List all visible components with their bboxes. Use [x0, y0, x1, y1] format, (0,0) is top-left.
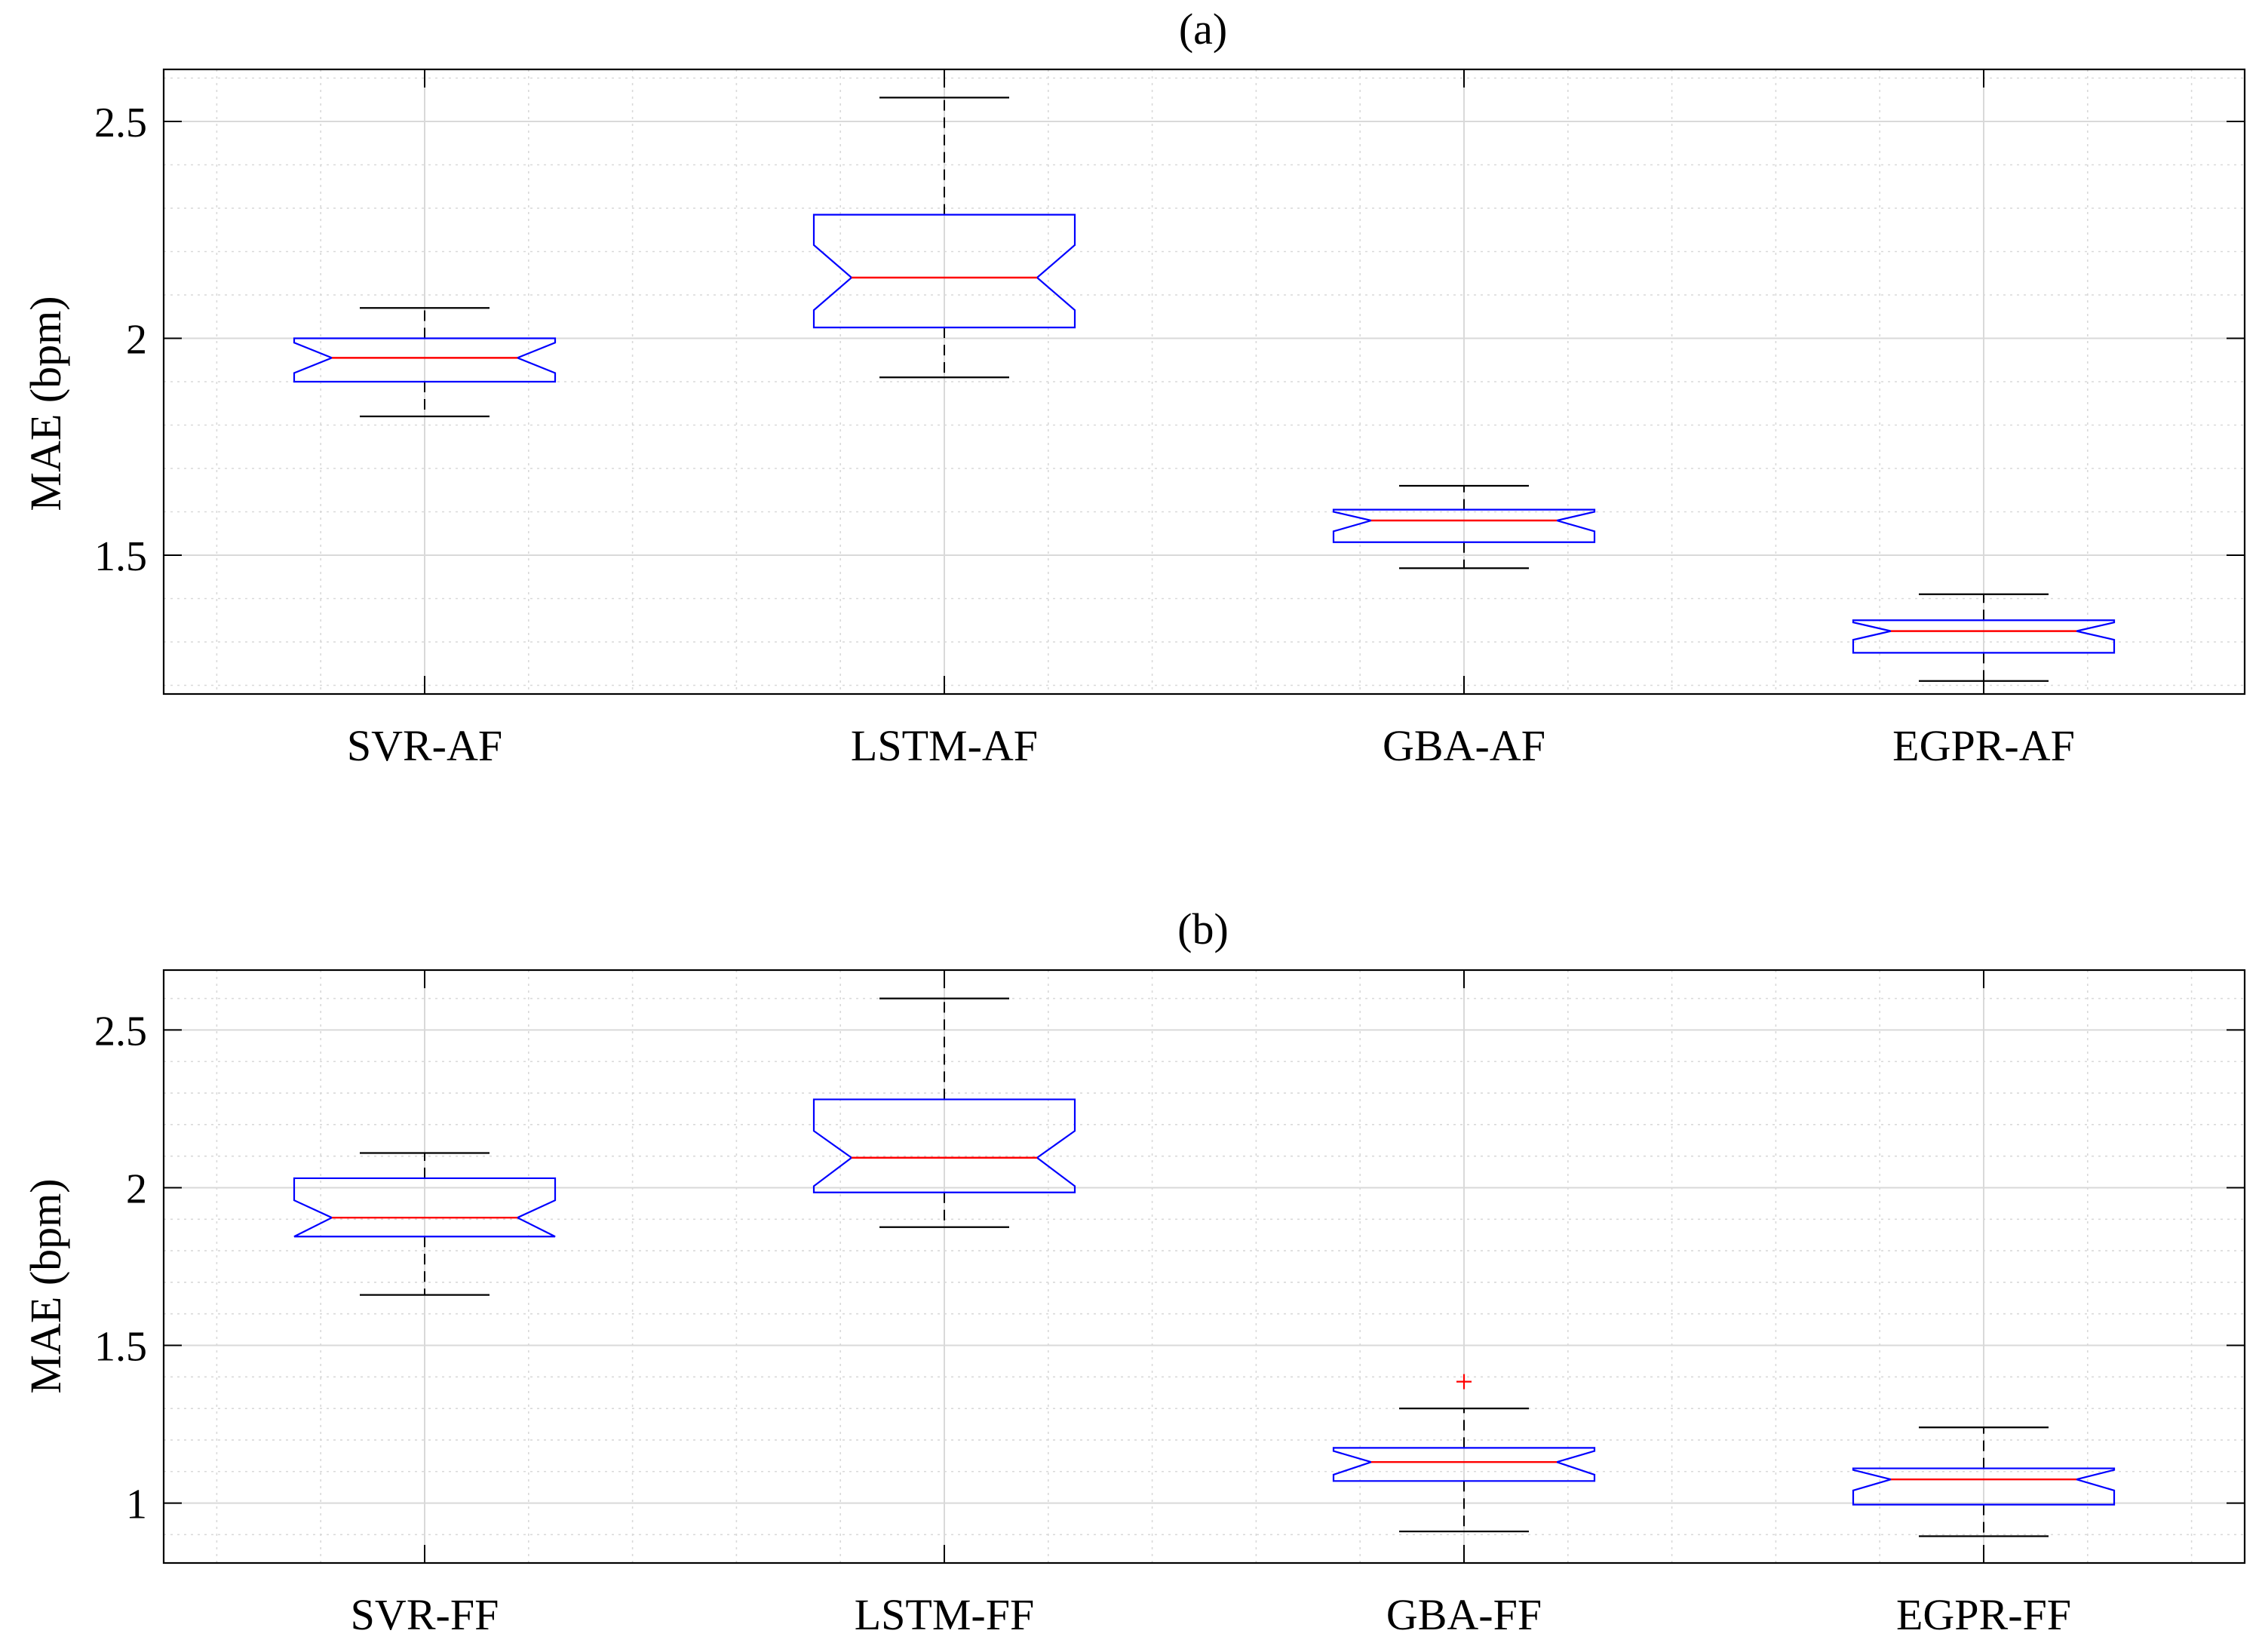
box-SVR-AF [293, 307, 557, 418]
subplot-a-ticks: 1.5 2 2.5 SVR-AF LSTM-AF GBA-AF EGPR-AF [94, 69, 2245, 770]
y-tick-label: 2 [126, 1165, 147, 1212]
box-LSTM-FF [812, 997, 1076, 1228]
box-SVR-FF [293, 1152, 557, 1296]
y-tick-label: 1 [126, 1482, 147, 1528]
x-tick-label: LSTM-AF [851, 721, 1038, 770]
x-tick-label: GBA-FF [1386, 1590, 1542, 1639]
x-tick-label: EGPR-AF [1892, 721, 2075, 770]
y-tick-label: 1.5 [94, 533, 147, 580]
notched-box [293, 337, 557, 383]
notched-box [812, 213, 1076, 329]
x-tick-label: SVR-FF [351, 1590, 499, 1639]
y-tick-label: 2.5 [94, 1008, 147, 1055]
notched-box [1852, 619, 2116, 654]
x-tick-label: LSTM-FF [855, 1590, 1035, 1639]
y-tick-label: 2 [126, 317, 147, 364]
subplot-b-grid [164, 970, 2245, 1563]
x-tick-label: SVR-AF [347, 721, 502, 770]
subplot-b-ticks: 1 1.5 2 2.5 SVR-FF LSTM-FF GBA-FF EGPR-FF [94, 970, 2245, 1639]
notched-box [293, 1177, 557, 1238]
subplot-b-boxes [293, 997, 2116, 1537]
notched-box [812, 1098, 1076, 1193]
y-tick-label: 1.5 [94, 1324, 147, 1371]
x-tick-label: GBA-AF [1383, 721, 1545, 770]
subplot-a-boxes [293, 97, 2116, 682]
subplot-a: (a) MAE (bpm) 1.5 2 2.5 SVR-AF LSTM-AF GBA-AF… [21, 5, 2246, 770]
subplot-b-ylabel: MAE (bpm) [21, 1178, 70, 1393]
box-LSTM-AF [812, 97, 1076, 379]
subplot-a-title: (a) [1179, 5, 1227, 54]
subplot-b: (b) MAE (bpm) 1 1.5 2 2.5 SVR-FF LSTM-FF GBA-F… [21, 904, 2246, 1639]
box-GBA-FF [1332, 1374, 1596, 1533]
y-tick-label: 2.5 [94, 100, 147, 146]
subplot-a-axes-frame [162, 68, 2246, 695]
subplot-b-title: (b) [1177, 904, 1229, 953]
box-GBA-AF [1332, 484, 1596, 570]
box-EGPR-FF [1852, 1426, 2116, 1537]
notched-box [1332, 1447, 1596, 1482]
subplot-b-axes-frame [162, 969, 2246, 1564]
x-tick-label: EGPR-FF [1896, 1590, 2071, 1639]
notched-box [1332, 508, 1596, 543]
notched-box [1852, 1467, 2116, 1506]
subplot-a-ylabel: MAE (bpm) [21, 296, 70, 511]
